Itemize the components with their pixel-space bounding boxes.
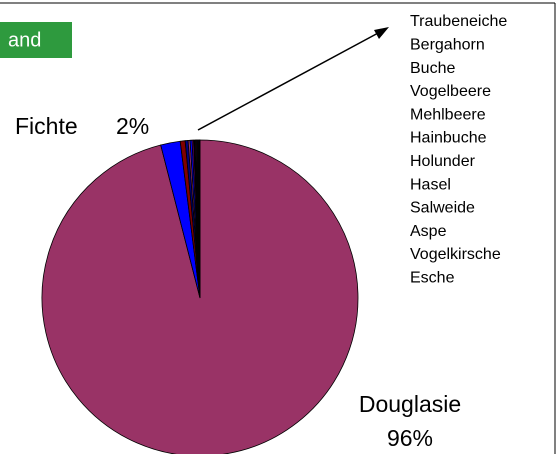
title-box (0, 22, 72, 58)
slice-value-label: 2% (116, 113, 149, 139)
arrow-line (197, 31, 381, 131)
slice-label: Fichte (15, 113, 78, 139)
legend-label: Aspe (410, 223, 447, 240)
legend-label: Hasel (410, 176, 451, 193)
legend-label: Hainbuche (410, 130, 487, 147)
legend-label: Salweide (410, 200, 475, 217)
slice-value-label: 96% (387, 425, 433, 451)
legend-label: Traubeneiche (410, 13, 507, 30)
legend-label: Esche (410, 270, 455, 287)
legend-label: Buche (410, 60, 455, 77)
legend-label: Vogelbeere (410, 83, 491, 100)
arrow-head (374, 27, 389, 39)
legend-label: Bergahorn (410, 37, 485, 54)
chart-title: and (8, 29, 41, 51)
legend-label: Vogelkirsche (410, 246, 501, 263)
slice-label: Douglasie (359, 391, 461, 417)
legend-label: Mehlbeere (410, 106, 486, 123)
legend-label: Holunder (410, 153, 476, 170)
pie-slice (41, 139, 359, 454)
